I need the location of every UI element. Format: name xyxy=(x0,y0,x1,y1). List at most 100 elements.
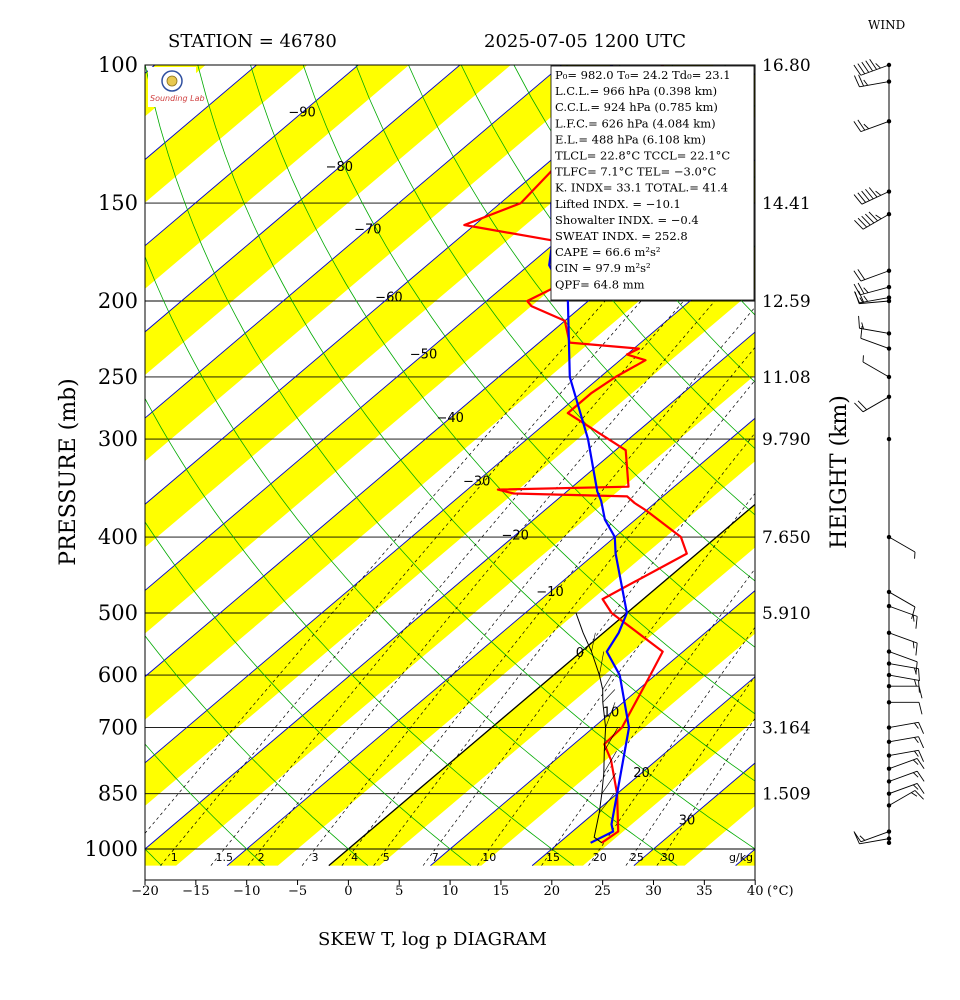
wind-barb-flag xyxy=(861,322,865,330)
x-tick-label: 35 xyxy=(696,884,713,899)
wind-barb-shaft xyxy=(860,831,890,843)
wind-barb-flag xyxy=(916,783,925,794)
wind-barb-shaft xyxy=(888,591,916,608)
cape-hatch xyxy=(605,702,616,728)
isotherm-label: 10 xyxy=(603,706,620,721)
isotherm-label: −20 xyxy=(501,528,528,543)
mixing-ratio-labels: 0.7 1 1.5 2 3 4 5 7 10 15 20 25 30 g/kg xyxy=(171,851,753,864)
indices-line: CIN = 97.9 m²s² xyxy=(555,261,651,275)
wind-barb-flag xyxy=(854,291,860,304)
indices-line: Showalter INDX. = −0.4 xyxy=(555,213,699,227)
isotherm-label: −60 xyxy=(375,291,402,306)
dry-adiabat-line xyxy=(145,635,369,866)
dry-adiabat-line xyxy=(302,65,755,648)
x-axis-unit: (°C) xyxy=(767,884,794,899)
wind-barb-shaft xyxy=(859,286,890,296)
indices-line: Lifted INDX. = −10.1 xyxy=(555,197,681,211)
x-tick-label: 5 xyxy=(395,884,403,899)
wind-barb-shaft xyxy=(862,361,890,378)
pressure-tick-label: 200 xyxy=(98,289,138,313)
wind-barb-shaft xyxy=(888,536,916,553)
indices-line: C.C.L.= 924 hPa (0.785 km) xyxy=(555,100,718,114)
isotherm-line xyxy=(939,48,960,866)
x-tick-label: 40 xyxy=(747,884,764,899)
wind-barb-flag xyxy=(861,215,871,226)
wind-barb-flag xyxy=(911,792,918,797)
mixing-ratio-label: 1.5 xyxy=(216,851,234,864)
logo-text: Sounding Lab xyxy=(150,94,205,103)
isotherm-label: −50 xyxy=(410,348,437,363)
wind-barb-shaft xyxy=(860,337,890,350)
wind-barb-flag xyxy=(857,63,866,75)
dry-adiabat-lines xyxy=(145,65,960,866)
footer-title: SKEW T, log p DIAGRAM xyxy=(318,929,547,950)
wind-barb-flag xyxy=(912,772,919,778)
wind-barb-flag xyxy=(865,188,874,200)
isotherm-label: −70 xyxy=(354,222,381,237)
cape-hatch xyxy=(603,750,617,774)
wind-barb-shaft xyxy=(859,327,890,334)
wind-barb-flag xyxy=(858,290,865,303)
mixing-ratio-label: 10 xyxy=(482,851,496,864)
temperature-band xyxy=(145,65,511,375)
isotherm-label: 0 xyxy=(576,646,584,661)
dry-adiabat-line xyxy=(408,65,755,516)
wind-barb-flag xyxy=(865,213,875,224)
pressure-tick-label: 1000 xyxy=(85,837,138,861)
wind-barb-flag xyxy=(863,79,869,86)
wind-profile xyxy=(853,59,925,846)
pressure-tick-label: 150 xyxy=(98,191,138,215)
wind-barb-flag xyxy=(858,74,865,87)
height-tick-label: 7.650 xyxy=(762,528,811,548)
mixing-ratio-line xyxy=(210,300,684,866)
cape-hatch xyxy=(604,727,619,752)
wind-barb-flag xyxy=(915,643,918,656)
wind-barb-flag xyxy=(875,190,882,196)
wind-barb-flag xyxy=(865,60,874,72)
mixing-ratio-line xyxy=(422,432,755,866)
isotherm-label: −30 xyxy=(463,475,490,490)
wind-barb-flag xyxy=(857,119,866,131)
wind-level-dot xyxy=(886,840,892,846)
wind-barb-shaft xyxy=(888,721,919,729)
wind-barb-flag xyxy=(918,722,924,734)
dry-adiabat-line xyxy=(935,65,960,866)
isotherm-label: 20 xyxy=(633,766,650,781)
mixing-ratio-label: 5 xyxy=(383,851,390,864)
wind-barb-flag xyxy=(854,832,860,845)
pressure-tick-label: 500 xyxy=(98,601,138,625)
mixing-ratio-label: 30 xyxy=(661,851,675,864)
cape-hatch xyxy=(602,674,612,690)
pressure-axis-ticks: 100 150 200 250 300 400 500 600 700 850 1000 xyxy=(85,53,138,861)
series-line xyxy=(548,65,631,844)
isotherm-line xyxy=(837,48,960,866)
wind-barb-flag xyxy=(863,295,869,302)
wind-label: WIND xyxy=(868,18,905,32)
height-tick-label: 11.08 xyxy=(762,368,811,388)
wind-barb-flag xyxy=(912,784,919,790)
wind-barb-flag xyxy=(863,123,870,130)
wind-barb-flag xyxy=(912,759,919,765)
wind-barb-shaft xyxy=(860,120,890,133)
wind-barb-shaft xyxy=(888,651,918,663)
indices-line: K. INDX= 33.1 TOTAL.= 41.4 xyxy=(555,181,728,195)
wind-barb-shaft xyxy=(859,838,890,845)
x-tick-label: 30 xyxy=(645,884,662,899)
wind-barb-shaft xyxy=(859,297,890,304)
wind-barb-flag xyxy=(914,750,919,757)
wind-barb-flag xyxy=(861,190,870,201)
indices-text: P₀= 982.0 T₀= 24.2 Td₀= 23.1 L.C.L.= 966 … xyxy=(555,68,731,291)
x-tick-label: 0 xyxy=(344,884,352,899)
dry-adiabat-line xyxy=(197,65,755,782)
wind-barb-flag xyxy=(869,59,877,70)
isotherm-line xyxy=(531,676,755,866)
height-tick-label: 12.59 xyxy=(762,292,811,312)
temperature-band xyxy=(0,48,23,866)
mixing-ratio-line xyxy=(373,379,755,866)
isotherm-line xyxy=(328,503,755,867)
x-axis-ticks: −20 −15 −10 −5 0 5 10 15 20 25 30 35 40 xyxy=(131,880,763,899)
wind-barb-shaft xyxy=(888,674,919,681)
wind-barb-flag xyxy=(914,722,919,729)
wind-barb-flag xyxy=(853,270,862,282)
wind-barb-shaft xyxy=(859,300,890,305)
